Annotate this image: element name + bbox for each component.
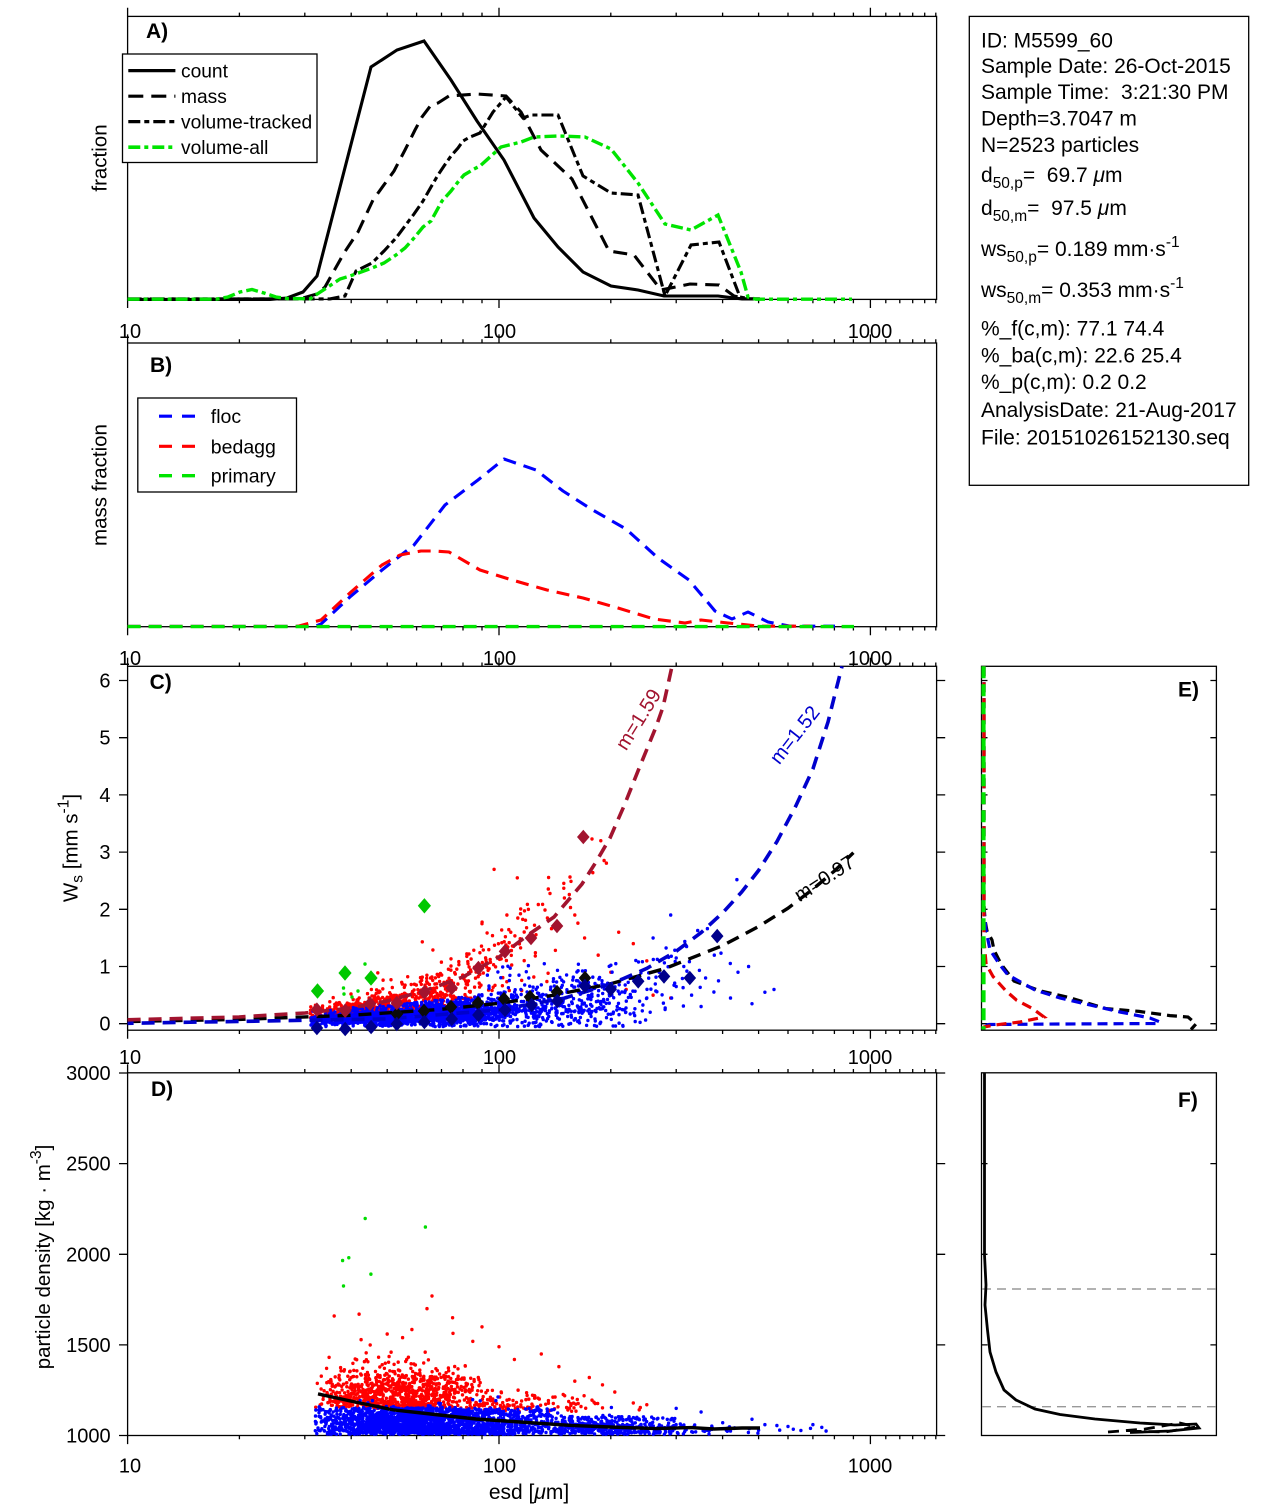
svg-text:10: 10 xyxy=(119,321,141,343)
svg-text:1: 1 xyxy=(99,957,110,979)
svg-text:primary: primary xyxy=(211,466,276,488)
svg-text:Ws [mm s-1]: Ws [mm s-1] xyxy=(56,794,87,902)
svg-text:2000: 2000 xyxy=(66,1244,111,1266)
svg-text:volume-tracked: volume-tracked xyxy=(181,113,312,134)
svg-text:Sample Time: 3:21:30 PM: Sample Time: 3:21:30 PM xyxy=(981,81,1228,104)
svg-text:E): E) xyxy=(1178,679,1199,702)
svg-text:1500: 1500 xyxy=(66,1335,111,1357)
svg-text:mass: mass xyxy=(181,87,227,108)
svg-text:volume-all: volume-all xyxy=(181,138,268,159)
svg-text:10: 10 xyxy=(119,1047,141,1069)
svg-text:1000: 1000 xyxy=(848,321,893,343)
svg-text:Depth=3.7047 m: Depth=3.7047 m xyxy=(981,107,1137,130)
svg-text:AnalysisDate: 21-Aug-2017: AnalysisDate: 21-Aug-2017 xyxy=(981,399,1237,422)
svg-text:1000: 1000 xyxy=(848,1456,893,1478)
svg-text:ID: M5599_60: ID: M5599_60 xyxy=(981,29,1113,52)
svg-text:particle density [kg · m-3]: particle density [kg · m-3] xyxy=(28,1145,55,1370)
svg-text:1000: 1000 xyxy=(66,1426,111,1448)
svg-text:Sample Date: 26-Oct-2015: Sample Date: 26-Oct-2015 xyxy=(981,55,1231,78)
svg-text:3000: 3000 xyxy=(66,1063,111,1085)
svg-text:0: 0 xyxy=(99,1014,110,1036)
svg-text:F): F) xyxy=(1178,1089,1198,1112)
svg-text:4: 4 xyxy=(99,785,110,807)
svg-text:B): B) xyxy=(150,354,172,377)
svg-text:C): C) xyxy=(150,671,172,694)
svg-text:ws50,p= 0.189 mm·s-1: ws50,p= 0.189 mm·s-1 xyxy=(980,234,1180,266)
svg-text:100: 100 xyxy=(483,1047,516,1069)
svg-text:m=0.97: m=0.97 xyxy=(791,851,859,906)
svg-text:A): A) xyxy=(146,20,168,43)
svg-text:D): D) xyxy=(151,1078,173,1101)
svg-text:5: 5 xyxy=(99,728,110,750)
svg-text:%_ba(c,m): 22.6 25.4: %_ba(c,m): 22.6 25.4 xyxy=(981,344,1182,367)
svg-text:2500: 2500 xyxy=(66,1154,111,1176)
svg-text:6: 6 xyxy=(99,671,110,693)
svg-text:ws50,m= 0.353 mm·s-1: ws50,m= 0.353 mm·s-1 xyxy=(980,275,1184,307)
svg-text:2: 2 xyxy=(99,899,110,921)
svg-text:floc: floc xyxy=(211,406,242,428)
svg-text:100: 100 xyxy=(483,1456,516,1478)
svg-text:fraction: fraction xyxy=(89,124,112,191)
svg-text:%_f(c,m): 77.1 74.4: %_f(c,m): 77.1 74.4 xyxy=(981,318,1165,341)
svg-text:%_p(c,m): 0.2 0.2: %_p(c,m): 0.2 0.2 xyxy=(981,371,1147,394)
svg-text:3: 3 xyxy=(99,842,110,864)
svg-text:100: 100 xyxy=(483,321,516,343)
svg-text:1000: 1000 xyxy=(848,1047,893,1069)
svg-text:count: count xyxy=(181,62,229,83)
svg-text:10: 10 xyxy=(119,648,141,670)
svg-text:bedagg: bedagg xyxy=(211,436,276,458)
svg-text:N=2523 particles: N=2523 particles xyxy=(981,134,1139,157)
svg-text:File: 20151026152130.seq: File: 20151026152130.seq xyxy=(981,426,1230,449)
svg-text:mass fraction: mass fraction xyxy=(89,424,112,546)
svg-text:10: 10 xyxy=(119,1456,141,1478)
svg-text:esd [μm]: esd [μm] xyxy=(489,1481,569,1504)
